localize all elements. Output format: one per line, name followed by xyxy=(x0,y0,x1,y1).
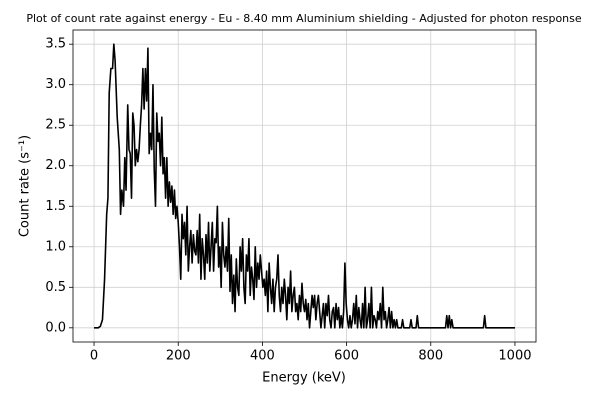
y-tick-label: 0.0 xyxy=(45,320,66,335)
chart-title: Plot of count rate against energy - Eu -… xyxy=(26,12,582,25)
y-tick-label: 2.5 xyxy=(45,118,66,133)
x-tick-label: 200 xyxy=(166,349,191,364)
x-tick-label: 400 xyxy=(250,349,275,364)
x-tick-label: 0 xyxy=(90,349,98,364)
y-tick-label: 3.0 xyxy=(45,77,66,92)
plot-frame xyxy=(72,29,537,343)
y-tick-label: 3.5 xyxy=(45,37,66,52)
y-tick-label: 2.0 xyxy=(45,158,66,173)
y-axis-label: Count rate (s⁻¹) xyxy=(18,135,33,237)
x-tick-label: 1000 xyxy=(498,349,531,364)
y-tick-label: 0.5 xyxy=(45,280,66,295)
y-tick-label: 1.0 xyxy=(45,239,66,254)
x-tick-label: 600 xyxy=(334,349,359,364)
x-axis-label: Energy (keV) xyxy=(262,371,346,386)
y-tick-label: 1.5 xyxy=(45,199,66,214)
x-tick-label: 800 xyxy=(418,349,443,364)
data-line xyxy=(94,43,515,329)
